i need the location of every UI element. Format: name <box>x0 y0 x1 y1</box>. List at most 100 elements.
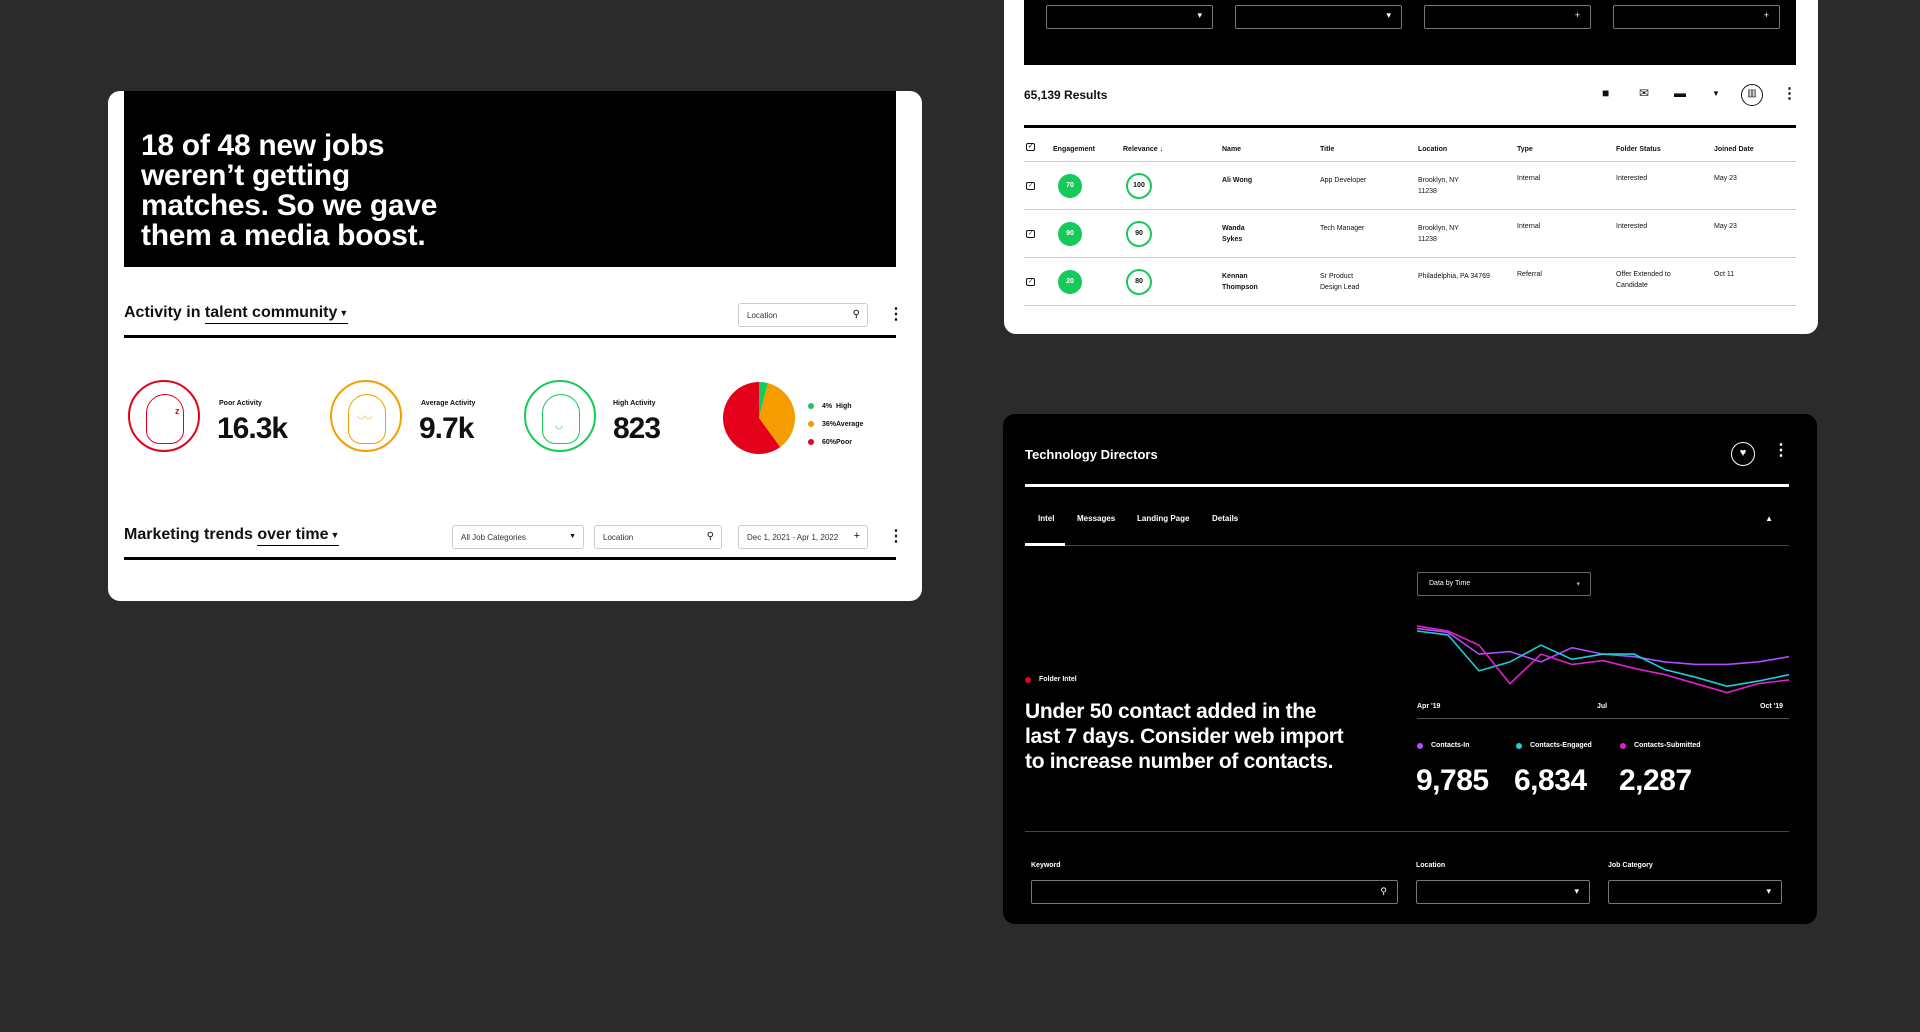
chevron-down-icon: ▾ <box>1576 581 1580 588</box>
series-line-contacts-engaged <box>1416 630 1790 688</box>
legend-average: 36% Average <box>808 415 863 433</box>
card-title: Technology Directors <box>1025 447 1158 462</box>
filter-select-2[interactable]: ▾ <box>1235 5 1402 29</box>
filter-add-2[interactable]: + <box>1613 5 1780 29</box>
activity-pie-chart <box>723 382 795 454</box>
contacts-submitted-value: 2,287 <box>1619 764 1692 797</box>
keyword-search-input[interactable]: ⚲ <box>1031 880 1398 904</box>
location-search-field[interactable]: Location ⚲ <box>738 303 868 327</box>
tab-landing-page[interactable]: Landing Page <box>1137 514 1190 523</box>
job-category-select[interactable]: ▾ <box>1608 880 1782 904</box>
tab-intel[interactable]: Intel <box>1025 514 1065 546</box>
chevron-down-icon[interactable]: ▼ <box>1712 89 1720 98</box>
data-by-time-select[interactable]: Data by Time ▾ <box>1417 572 1591 596</box>
happy-face-icon: ◡ <box>524 380 596 452</box>
table-row[interactable]: ✓ 90 90 Wanda Sykes Tech Manager Brookly… <box>1024 210 1796 258</box>
chevron-down-icon: ▾ <box>1386 10 1391 20</box>
x-tick-label: Apr '19 <box>1417 703 1441 710</box>
tab-bar: Intel Messages Landing Page Details ▲ <box>1025 514 1789 546</box>
row-checkbox[interactable]: ✓ <box>1026 278 1035 286</box>
candidate-name[interactable]: Ali Wong <box>1222 177 1253 184</box>
job-category-label: Job Category <box>1608 862 1653 869</box>
chevron-down-icon: ▾ <box>1766 886 1771 896</box>
table-row[interactable]: ✓ 70 100 Ali Wong App Developer Brooklyn… <box>1024 162 1796 210</box>
x-tick-label: Jul <box>1597 703 1608 710</box>
relevance-badge: 80 <box>1126 269 1152 295</box>
contacts-engaged-value: 6,834 <box>1514 764 1587 797</box>
engagement-badge: 90 <box>1058 222 1082 246</box>
sleepy-face-icon: z <box>128 380 200 452</box>
pie-slice-poor <box>723 382 781 454</box>
x-tick-label: Oct '19 <box>1760 703 1784 710</box>
legend-contacts-engaged: Contacts-Engaged <box>1516 742 1592 749</box>
pie-slice-high <box>759 382 768 418</box>
table-header: ✓ Engagement Relevance ↓ Name Title Loca… <box>1024 128 1796 162</box>
heart-icon[interactable]: ♥ <box>1731 442 1755 466</box>
folder-icon[interactable]: ■ <box>1602 86 1610 100</box>
location-label: Location <box>1416 862 1446 869</box>
talent-activity-card: 18 of 48 new jobs weren’t getting matche… <box>108 91 922 601</box>
row-checkbox[interactable]: ✓ <box>1026 230 1035 238</box>
more-options-icon[interactable]: ⋮ <box>1773 442 1789 459</box>
row-checkbox[interactable]: ✓ <box>1026 182 1035 190</box>
relevance-badge: 100 <box>1126 173 1152 199</box>
engagement-badge: 20 <box>1058 270 1082 294</box>
trends-section-header: Marketing trends over time ▼ All Job Cate… <box>124 518 904 560</box>
candidate-name[interactable]: Wanda Sykes <box>1222 225 1245 243</box>
results-table-card: ▾ ▾ + + 65,139 Results ■ ✉ ▬ ▼ ▥ ⋮ ✓ Eng… <box>1004 0 1818 334</box>
job-categories-select[interactable]: All Job Categories ▼ <box>452 525 584 549</box>
tab-details[interactable]: Details <box>1212 514 1239 523</box>
contacts-line-chart <box>1416 625 1790 694</box>
columns-icon[interactable]: ▥ <box>1741 84 1763 106</box>
legend-contacts-submitted: Contacts-Submitted <box>1620 742 1701 749</box>
keyword-label: Keyword <box>1031 862 1061 869</box>
legend-poor: 60% Poor <box>808 433 863 451</box>
legend-high: 4% High <box>808 397 863 415</box>
series-line-contacts-in <box>1416 627 1790 666</box>
series-line-contacts-submitted <box>1416 625 1790 694</box>
table-row[interactable]: ✓ 20 80 Kennan Thompson Sr Product Desig… <box>1024 258 1796 306</box>
plus-icon: + <box>1763 10 1769 20</box>
search-icon: ⚲ <box>1380 886 1387 896</box>
message-icon[interactable]: ▬ <box>1674 86 1686 100</box>
folder-intel-tag: Folder Intel <box>1025 676 1077 683</box>
more-options-icon[interactable]: ⋮ <box>888 306 904 323</box>
candidate-name[interactable]: Kennan Thompson <box>1222 273 1258 291</box>
engagement-badge: 70 <box>1058 174 1082 198</box>
technology-directors-card: Technology Directors ♥ ⋮ Intel Messages … <box>1003 414 1817 924</box>
contacts-in-value: 9,785 <box>1416 764 1489 797</box>
over-time-dropdown[interactable]: over time ▼ <box>257 526 340 546</box>
legend-contacts-in: Contacts-In <box>1417 742 1470 749</box>
plus-icon: + <box>1574 10 1580 20</box>
pie-slice-average <box>759 383 795 448</box>
activity-section-header: Activity in talent community ▼ Location ⚲… <box>124 296 904 338</box>
chevron-down-icon: ▾ <box>1197 10 1202 20</box>
mail-icon[interactable]: ✉ <box>1639 86 1650 100</box>
search-icon: ⚲ <box>706 531 714 542</box>
talent-community-dropdown[interactable]: talent community ▼ <box>204 304 349 324</box>
more-options-icon[interactable]: ⋮ <box>888 528 904 545</box>
filter-add-1[interactable]: + <box>1424 5 1591 29</box>
select-all-checkbox[interactable]: ✓ <box>1026 143 1035 151</box>
relevance-badge: 90 <box>1126 221 1152 247</box>
date-range-field[interactable]: Dec 1, 2021 - Apr 1, 2022 + <box>738 525 868 549</box>
insight-text: Under 50 contact added in the last 7 day… <box>1025 700 1344 773</box>
chevron-up-icon[interactable]: ▲ <box>1765 514 1773 523</box>
pie-legend: 4% High 36% Average 60% Poor <box>808 397 863 451</box>
neutral-face-icon: ◡◡ <box>330 380 402 452</box>
plus-icon: + <box>853 530 860 542</box>
filter-bar: ▾ ▾ + + <box>1024 0 1796 65</box>
hero-headline: 18 of 48 new jobs weren’t getting matche… <box>141 129 438 252</box>
trends-location-field[interactable]: Location ⚲ <box>594 525 722 549</box>
results-count: 65,139 Results <box>1024 88 1108 102</box>
filter-select-1[interactable]: ▾ <box>1046 5 1213 29</box>
hero-banner: 18 of 48 new jobs weren’t getting matche… <box>124 91 896 267</box>
chevron-down-icon: ▼ <box>569 533 576 540</box>
search-icon: ⚲ <box>852 309 860 320</box>
more-options-icon[interactable]: ⋮ <box>1782 85 1797 102</box>
tab-messages[interactable]: Messages <box>1077 514 1116 523</box>
location-select[interactable]: ▾ <box>1416 880 1590 904</box>
chevron-down-icon: ▼ <box>330 529 340 540</box>
trends-title: Marketing trends over time ▼ <box>124 526 340 546</box>
activity-title: Activity in talent community ▼ <box>124 304 349 324</box>
